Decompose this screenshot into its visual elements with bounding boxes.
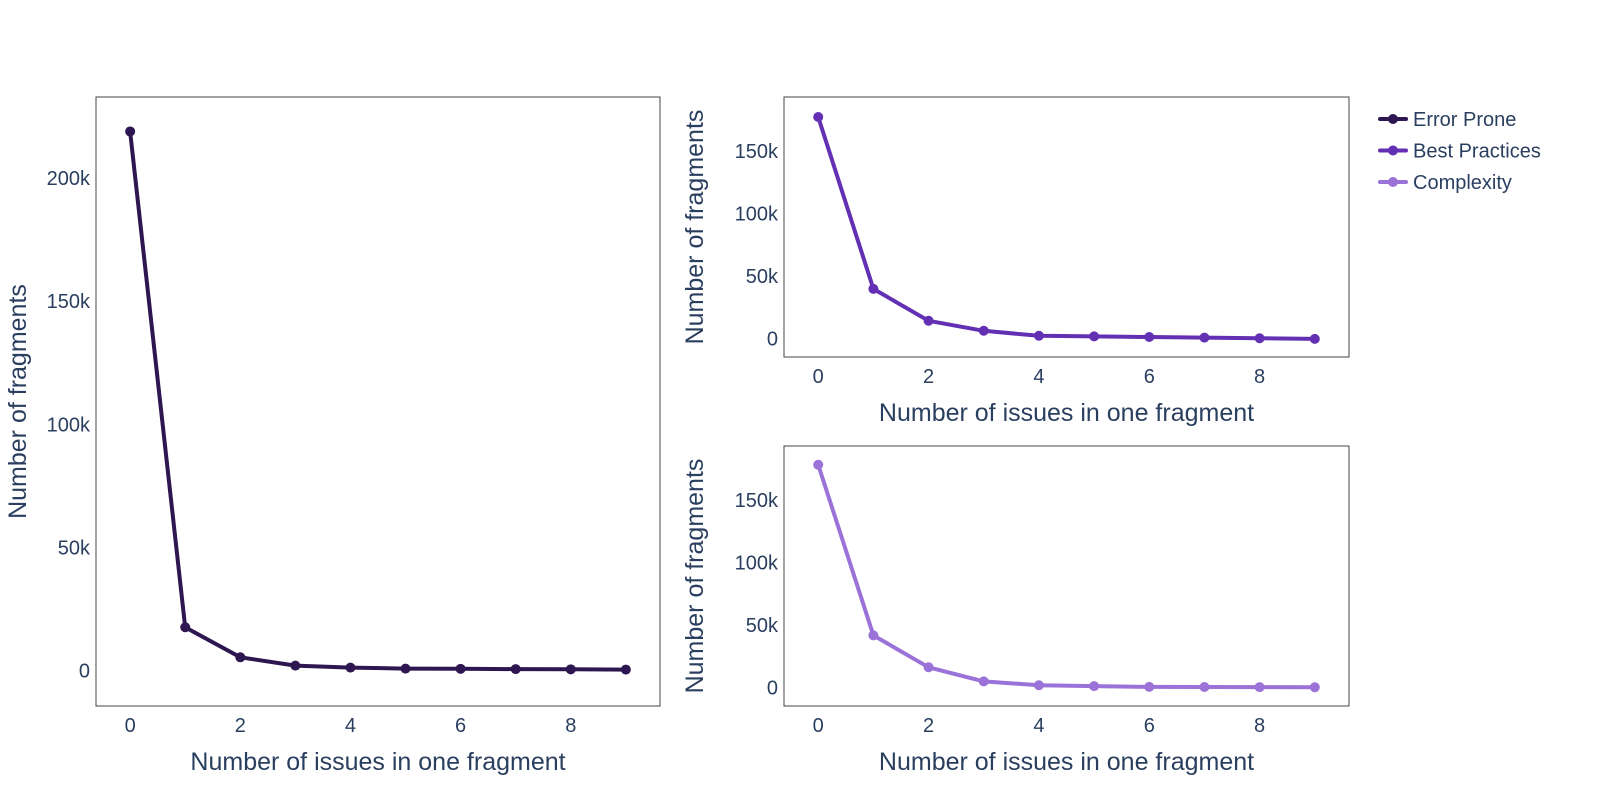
y-tick-label: 100k xyxy=(47,414,91,436)
x-tick-label: 6 xyxy=(455,715,466,737)
legend-marker xyxy=(1388,177,1398,187)
y-tick-label: 150k xyxy=(47,291,91,313)
data-point xyxy=(1033,680,1044,691)
data-point xyxy=(180,622,191,633)
data-point xyxy=(1089,681,1100,692)
y-tick-label: 150k xyxy=(735,490,779,512)
data-point xyxy=(1199,682,1210,692)
data-point xyxy=(125,126,136,137)
x-tick-label: 8 xyxy=(1254,715,1265,737)
x-tick-label: 2 xyxy=(235,715,246,737)
y-tick-label: 50k xyxy=(746,266,779,288)
data-point xyxy=(813,459,824,470)
x-tick-label: 2 xyxy=(923,366,934,388)
x-tick-label: 6 xyxy=(1144,366,1155,388)
legend-label: Best Practices xyxy=(1413,141,1541,163)
series-line-best-practices xyxy=(816,115,1317,341)
panel-bottom-right: 0 2 4 6 8 0 50k 100k 150k Number of issues in one… xyxy=(681,445,1350,776)
plot-frame xyxy=(95,96,661,707)
data-point xyxy=(1199,332,1210,343)
series-line-complexity xyxy=(816,462,1317,690)
plot-frame xyxy=(783,96,1350,358)
y-axis-title: Number of fragments xyxy=(681,459,709,694)
x-axis-title: Number of issues in one fragment xyxy=(190,748,565,776)
x-tick-label: 6 xyxy=(1144,715,1155,737)
data-point xyxy=(813,112,824,122)
y-tick-label: 200k xyxy=(47,168,91,190)
y-tick-label: 100k xyxy=(735,552,779,574)
y-tick-label: 0 xyxy=(767,328,778,350)
x-tick-label: 0 xyxy=(813,366,824,388)
plot-frame xyxy=(783,445,1350,707)
legend-label: Error Prone xyxy=(1413,109,1516,131)
x-tick-label: 8 xyxy=(1254,366,1265,388)
legend-marker xyxy=(1388,145,1398,156)
legend-marker xyxy=(1388,114,1398,124)
data-point xyxy=(290,660,301,671)
y-axis-title: Number of fragments xyxy=(681,110,709,345)
x-tick-label: 0 xyxy=(813,715,824,737)
panel-top-right: 0 2 4 6 8 0 50k 100k 150k Number of issues in one… xyxy=(681,96,1350,427)
x-axis-title: Number of issues in one fragment xyxy=(879,748,1254,776)
data-point xyxy=(1254,333,1265,344)
data-point xyxy=(1144,332,1155,342)
data-point xyxy=(923,315,934,326)
series-line-error-prone xyxy=(128,129,628,672)
data-point xyxy=(978,325,989,336)
data-point xyxy=(1089,331,1100,342)
y-tick-label: 50k xyxy=(58,537,91,559)
data-point xyxy=(923,662,934,673)
data-point xyxy=(400,663,411,674)
y-tick-label: 0 xyxy=(767,677,778,699)
legend-label: Complexity xyxy=(1413,172,1512,194)
data-point xyxy=(345,662,356,673)
data-point xyxy=(565,664,576,675)
data-point xyxy=(1309,682,1320,693)
x-tick-label: 4 xyxy=(345,715,356,737)
y-tick-label: 100k xyxy=(735,203,779,225)
data-point xyxy=(1144,681,1155,692)
x-axis-title: Number of issues in one fragment xyxy=(879,399,1254,427)
data-point xyxy=(1309,333,1320,344)
data-point xyxy=(1033,330,1044,341)
x-tick-label: 0 xyxy=(125,715,136,737)
y-tick-label: 0 xyxy=(79,660,90,682)
y-axis-title: Number of fragments xyxy=(4,284,32,519)
data-point xyxy=(620,664,631,675)
data-point xyxy=(868,283,879,294)
data-point xyxy=(1254,682,1265,693)
legend: Error Prone Best Practices Complexity xyxy=(1378,109,1541,194)
panel-left: 0 2 4 6 8 0 50k 100k 150k 200k Number of issues in… xyxy=(4,96,661,776)
x-tick-label: 4 xyxy=(1033,366,1044,388)
x-tick-label: 4 xyxy=(1033,715,1044,737)
x-tick-label: 2 xyxy=(923,715,934,737)
data-point xyxy=(978,676,989,687)
data-point xyxy=(868,630,879,641)
data-point xyxy=(235,652,246,663)
y-tick-label: 150k xyxy=(735,141,779,163)
data-point xyxy=(510,664,521,675)
data-point xyxy=(455,663,466,674)
y-tick-label: 50k xyxy=(746,615,779,637)
x-tick-label: 8 xyxy=(565,715,576,737)
